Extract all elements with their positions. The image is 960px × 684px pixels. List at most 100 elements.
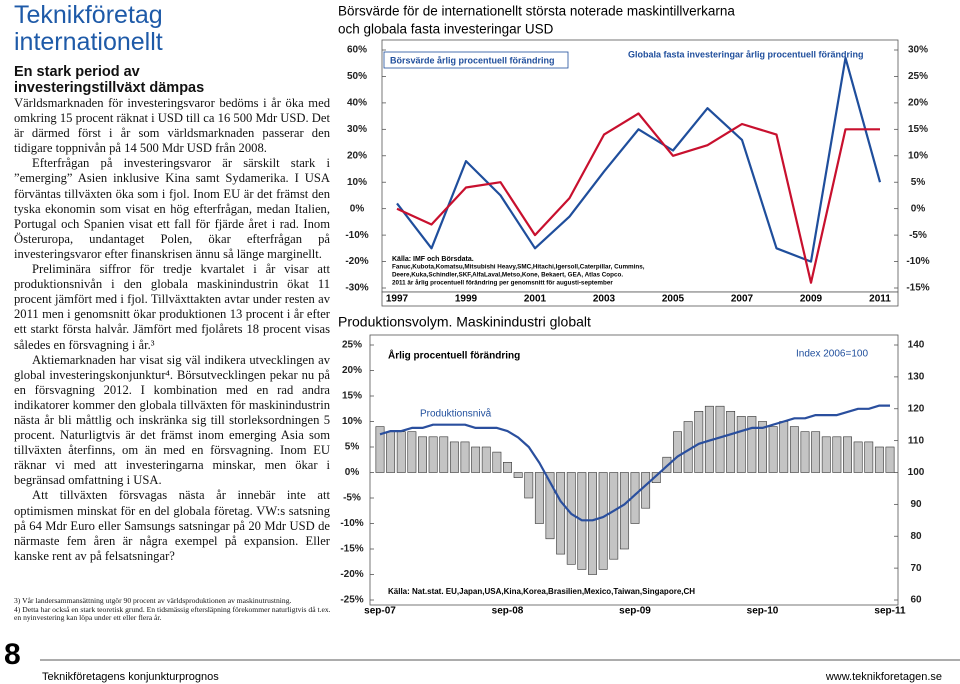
footnotes: 3) Vår landersammansättning utgör 90 pro… bbox=[14, 596, 332, 623]
source: Källa: Nat.stat. EU,Japan,USA,Kina,Korea… bbox=[388, 587, 695, 596]
chart-title: och globala fasta investeringar USD bbox=[338, 22, 554, 37]
legend-entry: Börsvärde årlig procentuell förändring bbox=[390, 55, 555, 65]
footer-url: www.teknikforetagen.se bbox=[825, 671, 942, 683]
bar bbox=[811, 431, 821, 473]
bar bbox=[375, 426, 385, 473]
bar bbox=[545, 472, 555, 540]
bar bbox=[779, 421, 789, 473]
y2-tick-label: 120 bbox=[908, 403, 925, 414]
paragraph: Efterfrågan på investeringsvaror är särs… bbox=[14, 156, 330, 261]
line-series bbox=[379, 404, 890, 522]
y2-tick-label: 80 bbox=[910, 531, 922, 542]
y2-axis-label: Index 2006=100 bbox=[796, 349, 868, 360]
bar bbox=[874, 446, 884, 473]
bar bbox=[832, 436, 842, 473]
bar bbox=[683, 421, 693, 473]
y-tick-label: -25% bbox=[340, 595, 363, 606]
paragraph: Aktiemarknaden har visat sig väl indiker… bbox=[14, 352, 330, 488]
x-tick-label: 2003 bbox=[593, 294, 616, 305]
y2-tick-label: 5% bbox=[911, 177, 926, 188]
y2-tick-label: 30% bbox=[908, 45, 928, 56]
bar bbox=[556, 472, 566, 555]
y-tick-label: 20% bbox=[342, 365, 362, 376]
y2-tick-label: 25% bbox=[908, 71, 928, 82]
x-tick-label: sep-07 bbox=[364, 606, 396, 617]
x-tick-label: 1997 bbox=[386, 294, 409, 305]
bar bbox=[471, 446, 481, 473]
bar bbox=[588, 472, 597, 575]
x-tick-label: 2011 bbox=[869, 294, 891, 305]
footnote: 3) Vår landersammansättning utgör 90 pro… bbox=[14, 596, 292, 605]
y2-tick-label: 130 bbox=[908, 372, 925, 383]
source: Deere,Kuka,Schindler,SKF,AlfaLaval,Metso… bbox=[392, 272, 623, 279]
bar bbox=[407, 431, 417, 473]
bar bbox=[619, 472, 629, 550]
bar bbox=[513, 472, 523, 478]
y-tick-label: -10% bbox=[340, 518, 363, 529]
y2-tick-label: 100 bbox=[908, 467, 925, 478]
bar bbox=[481, 446, 491, 473]
line-series bbox=[396, 112, 880, 284]
y2-tick-label: 110 bbox=[908, 435, 925, 446]
bar bbox=[418, 436, 427, 473]
bar bbox=[386, 431, 396, 473]
y-tick-label: 20% bbox=[347, 150, 367, 161]
y2-tick-label: 15% bbox=[908, 124, 928, 135]
chart-title: Börsvärde för de internationellt största… bbox=[338, 4, 735, 19]
y-tick-label: 15% bbox=[342, 391, 362, 402]
bar bbox=[885, 446, 895, 473]
bar bbox=[747, 416, 757, 473]
y2-tick-label: 90 bbox=[910, 499, 922, 510]
bar bbox=[726, 410, 736, 473]
x-tick-label: 2009 bbox=[800, 294, 823, 305]
bar bbox=[428, 436, 438, 473]
y2-tick-label: -15% bbox=[906, 283, 929, 294]
y-tick-label: 0% bbox=[350, 203, 365, 214]
y-tick-label: 25% bbox=[342, 340, 362, 351]
source: 2011 är årlig procentuell förändring per… bbox=[392, 279, 613, 287]
bar bbox=[843, 436, 852, 473]
bar bbox=[439, 436, 449, 473]
y-axis-label: Årlig procentuell förändring bbox=[388, 349, 520, 362]
y-tick-label: 0% bbox=[345, 467, 360, 478]
bar bbox=[460, 441, 470, 473]
y2-tick-label: 140 bbox=[908, 340, 925, 351]
x-tick-label: sep-10 bbox=[747, 606, 779, 617]
bar bbox=[853, 441, 863, 473]
y-tick-label: -20% bbox=[340, 569, 363, 580]
source: Fanuc,Kubota,Komatsu,Mitsubishi Heavy,SM… bbox=[392, 264, 645, 271]
page-number: 8 bbox=[4, 638, 21, 671]
line-series bbox=[396, 56, 882, 263]
y-tick-label: -5% bbox=[343, 493, 361, 504]
bar bbox=[598, 472, 608, 570]
y2-tick-label: 60 bbox=[910, 595, 922, 606]
bar bbox=[789, 426, 799, 473]
bar bbox=[503, 461, 512, 473]
article-column: Teknikföretag internationellt En stark p… bbox=[14, 2, 330, 564]
bar bbox=[492, 451, 502, 473]
paragraph: Preliminära siffror för tredje kvartalet… bbox=[14, 262, 330, 352]
x-tick-label: sep-09 bbox=[619, 606, 651, 617]
y-tick-label: 40% bbox=[347, 98, 367, 109]
heading: Teknikföretag internationellt bbox=[14, 1, 163, 56]
bar bbox=[449, 441, 459, 473]
y-tick-label: 10% bbox=[342, 416, 362, 427]
y-tick-label: 30% bbox=[347, 124, 367, 135]
subheading: En stark period av investeringstillväxt … bbox=[14, 64, 205, 96]
plot-frame bbox=[381, 39, 899, 293]
y2-tick-label: -10% bbox=[906, 256, 929, 267]
y-tick-label: 50% bbox=[347, 71, 367, 82]
bar bbox=[800, 431, 810, 473]
bar bbox=[566, 472, 576, 565]
bar bbox=[651, 472, 661, 483]
legend-entry: Produktionsnivå bbox=[420, 408, 492, 420]
x-tick-label: 2005 bbox=[662, 294, 685, 305]
bar bbox=[673, 431, 682, 473]
y-tick-label: -20% bbox=[345, 256, 368, 267]
y2-tick-label: 20% bbox=[908, 98, 928, 109]
footer-publication: Teknikföretagens konjunkturprognos bbox=[42, 671, 219, 683]
y-tick-label: -15% bbox=[340, 544, 363, 555]
bar bbox=[524, 472, 534, 499]
x-tick-label: 1999 bbox=[455, 294, 478, 305]
bar bbox=[534, 472, 544, 524]
